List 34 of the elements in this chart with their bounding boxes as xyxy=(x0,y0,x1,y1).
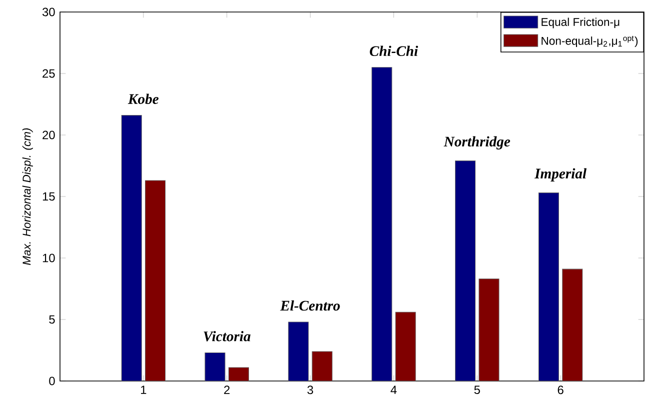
y-axis-title: Max. Horizontal Displ. (cm) xyxy=(22,128,33,265)
annotation: Imperial xyxy=(534,168,587,182)
y-tick-label: 0 xyxy=(49,376,55,386)
bar xyxy=(562,268,583,381)
x-tick-label: 2 xyxy=(224,386,230,394)
bar xyxy=(538,192,559,381)
bar xyxy=(145,180,166,381)
y-tick-label: 15 xyxy=(42,192,55,201)
bar xyxy=(395,312,416,381)
x-tick-label: 1 xyxy=(141,386,146,394)
bar xyxy=(455,160,476,381)
y-tick-label: 10 xyxy=(42,254,55,262)
x-tick-label: 5 xyxy=(474,386,480,394)
y-tick-label: 20 xyxy=(42,130,55,140)
bar xyxy=(372,67,392,381)
legend-label: Equal Friction-μ xyxy=(542,18,620,28)
x-tick-label: 3 xyxy=(307,386,314,394)
x-tick-label: 4 xyxy=(390,386,397,394)
annotation: Chi-Chi xyxy=(370,46,418,56)
bar xyxy=(312,351,332,381)
bar xyxy=(121,115,142,381)
bar xyxy=(478,278,500,381)
annotation: Kobe xyxy=(128,94,159,104)
legend-label: Non-equal-μ$_{2}$,μ$_{1}$$^{opt}$) xyxy=(542,36,638,48)
x-tick-label: 6 xyxy=(558,386,564,394)
y-tick-label: 30 xyxy=(42,8,55,16)
bar xyxy=(228,367,249,381)
y-tick-label: 25 xyxy=(42,69,55,78)
annotation: El-Centro xyxy=(280,300,340,311)
bar xyxy=(288,322,309,381)
annotation: Victoria xyxy=(204,331,250,342)
annotation: Northridge xyxy=(444,136,510,150)
bar xyxy=(204,352,226,381)
y-tick-label: 5 xyxy=(49,315,55,324)
